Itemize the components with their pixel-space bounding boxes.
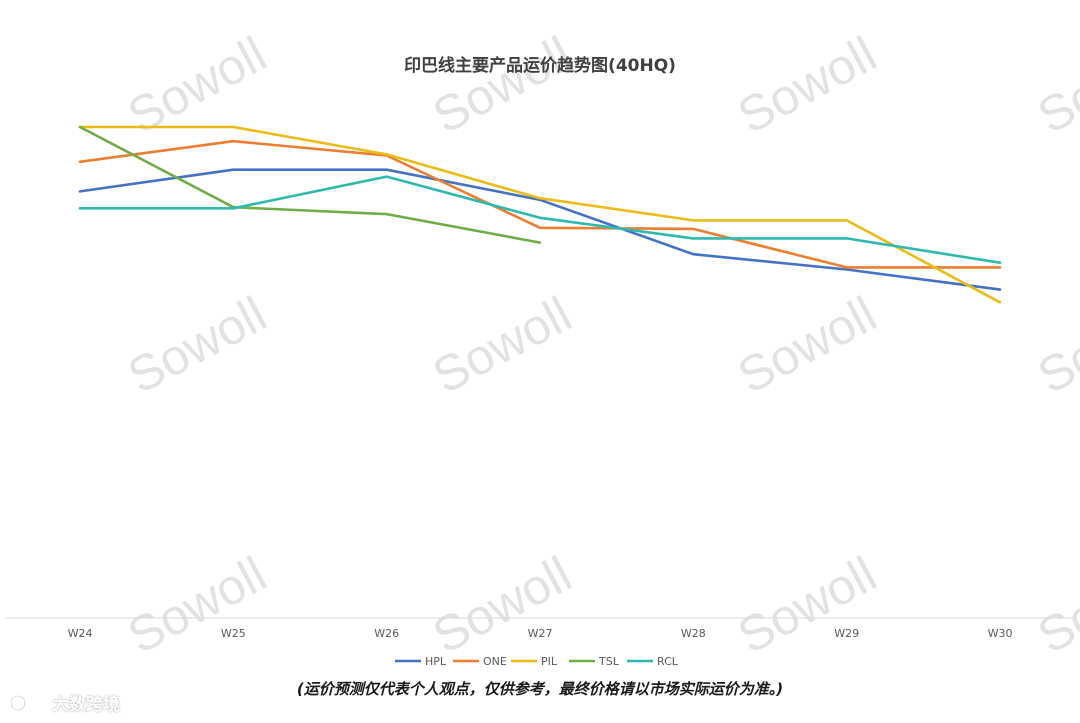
watermark-2-3: Sowoll bbox=[1029, 546, 1080, 665]
legend-label-hpl: HPL bbox=[425, 655, 447, 668]
watermark-1-0: Sowoll bbox=[119, 286, 275, 405]
watermark-layer: Sowoll Sowoll Sowoll Sowoll Sowoll Sowoll Sowo… bbox=[119, 26, 1080, 665]
brand-logo-icon bbox=[10, 694, 48, 711]
watermark-0-2: Sowoll bbox=[729, 26, 885, 145]
chart-title: 印巴线主要产品运价趋势图(40HQ) bbox=[404, 55, 676, 76]
watermark-1-3: Sowoll bbox=[1029, 286, 1080, 405]
x-tick-label: W24 bbox=[68, 627, 93, 640]
x-tick-label: W28 bbox=[681, 627, 706, 640]
series-line-pil bbox=[78, 125, 1002, 304]
series-layer bbox=[78, 125, 1002, 304]
disclaimer-note: (运价预测仅代表个人观点，仅供参考，最终价格请以市场实际运价为准。) bbox=[296, 680, 784, 698]
series-line-one bbox=[78, 139, 1002, 269]
series-line-tsl bbox=[78, 125, 542, 244]
legend-label-tsl: TSL bbox=[598, 655, 620, 668]
x-tick-label: W29 bbox=[834, 627, 859, 640]
watermark-2-1: Sowoll bbox=[424, 546, 580, 665]
x-tick-label: W30 bbox=[988, 627, 1013, 640]
x-tick-label: W25 bbox=[221, 627, 246, 640]
watermark-1-2: Sowoll bbox=[729, 286, 885, 405]
x-tick-label: W26 bbox=[374, 627, 399, 640]
watermark-0-3: Sowoll bbox=[1029, 26, 1080, 145]
brand-mark: 大数跨境 bbox=[10, 690, 120, 715]
legend-label-pil: PIL bbox=[541, 655, 558, 668]
watermark-2-0: Sowoll bbox=[119, 546, 275, 665]
watermark-2-2: Sowoll bbox=[729, 546, 885, 665]
watermark-1-1: Sowoll bbox=[424, 286, 580, 405]
x-tick-labels: W24 W25 W26 W27 W28 W29 W30 bbox=[68, 627, 1013, 640]
series-line-hpl bbox=[78, 168, 1002, 291]
legend-label-one: ONE bbox=[483, 655, 507, 668]
brand-text: 大数跨境 bbox=[52, 695, 120, 715]
series-line-rcl bbox=[78, 175, 1002, 265]
x-tick-label: W27 bbox=[528, 627, 553, 640]
legend-label-rcl: RCL bbox=[657, 655, 679, 668]
watermark-0-1: Sowoll bbox=[424, 26, 580, 145]
legend: HPL ONE PIL TSL RCL bbox=[395, 655, 679, 668]
